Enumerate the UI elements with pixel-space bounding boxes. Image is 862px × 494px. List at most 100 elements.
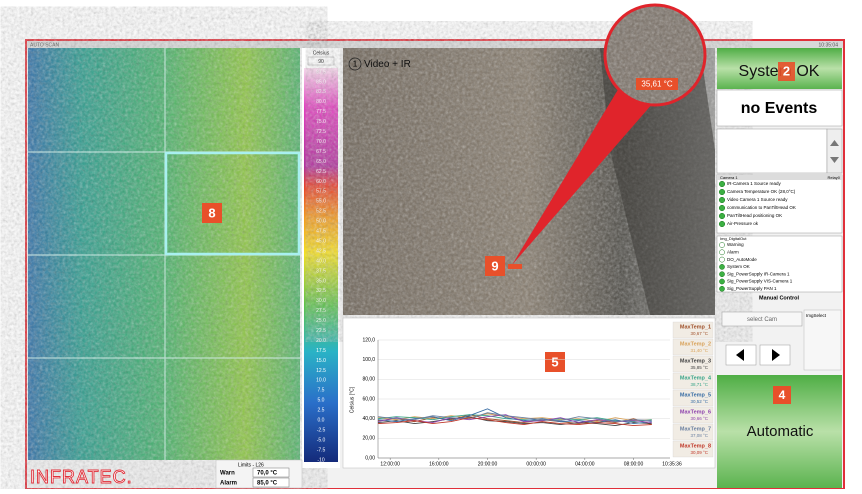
digital-item: DO_AutoMode — [727, 257, 757, 262]
legend-value: 30,09 °C — [690, 450, 708, 455]
hotspot — [508, 264, 522, 269]
digital-list — [716, 235, 843, 293]
x-tick-label: 12:00:00 — [380, 461, 400, 467]
scale-label: 82.5 — [316, 89, 326, 95]
legend-value: 37,08 °C — [690, 433, 708, 438]
scale-label: 50.0 — [316, 219, 326, 225]
legend-name: MaxTemp_1 — [680, 324, 711, 330]
select-cam-box[interactable] — [721, 311, 803, 327]
scale-label: 12.5 — [316, 368, 326, 374]
digital-item: Sig_PowerSupply PAN 1 — [727, 286, 777, 291]
scale-label: 40.0 — [316, 258, 326, 264]
scale-label: 47.5 — [316, 229, 326, 235]
scale-label: 57.5 — [316, 189, 326, 195]
color-bar — [304, 68, 338, 462]
zoom-circle — [603, 3, 707, 107]
status-item: Video Camera 1 Source ready — [727, 197, 788, 202]
digital-item: Warning — [727, 242, 744, 247]
y-tick-label: 120,0 — [362, 337, 375, 343]
legend-name: MaxTemp_2 — [680, 341, 711, 347]
legend-name: MaxTemp_8 — [680, 443, 711, 449]
scale-label: 62.5 — [316, 169, 326, 175]
warn-input[interactable] — [252, 467, 290, 478]
scrollbar — [826, 128, 843, 174]
scale-label: 75.0 — [316, 119, 326, 125]
scale-label: 30.0 — [316, 298, 326, 304]
chart-panel — [342, 317, 716, 469]
series-line — [377, 414, 652, 425]
legend-name: MaxTemp_4 — [680, 375, 712, 381]
digital-led — [719, 285, 725, 292]
status-led — [718, 180, 726, 188]
digital-led — [719, 249, 725, 256]
img-select: ImgSelect — [806, 313, 827, 318]
status-led — [718, 204, 726, 212]
y-tick-label: 0,00 — [365, 455, 375, 461]
scale-label: 52.5 — [316, 209, 326, 215]
alarm-value: 85,0 °C — [257, 481, 278, 487]
legend-name: MaxTemp_6 — [680, 409, 711, 415]
y-tick-label: 80,00 — [362, 377, 375, 383]
zoom-temp: 35,61 °C — [641, 80, 672, 89]
marker-box — [773, 386, 791, 404]
select-cam: select Cam — [747, 317, 777, 323]
status-item: PanTiltHead positioning OK — [727, 213, 782, 218]
series-line — [377, 414, 652, 424]
digital-item: Sig_PowerSupply VIS-Camera 1 — [727, 279, 793, 284]
legend-value: 30,67 °C — [690, 331, 708, 336]
selected-cell[interactable] — [164, 151, 301, 256]
alarm-label: Alarm — [220, 481, 237, 487]
digital-header: Img_DigitalOut — [720, 236, 747, 241]
scale-label: 87.5 — [316, 69, 326, 75]
x-tick-label: 08:00:00 — [624, 461, 644, 467]
legend-name: MaxTemp_7 — [680, 426, 711, 432]
scroll-up[interactable] — [830, 140, 839, 146]
digital-led — [719, 242, 725, 248]
scale-label: 15.0 — [316, 358, 326, 364]
legend-box — [672, 372, 714, 390]
legend-name: MaxTemp_5 — [680, 392, 711, 398]
marker: 5 — [551, 354, 558, 369]
x-end-label: 10:35:36 — [662, 461, 682, 467]
scale-max-box[interactable] — [307, 56, 335, 66]
digital-item: System OK — [727, 264, 750, 269]
status-led — [718, 212, 726, 220]
limits-title: Limits - L26 — [238, 462, 264, 468]
status-item: Air-Pressure ok — [727, 221, 759, 226]
status-led — [718, 220, 726, 228]
logo: INFRATEC. — [30, 467, 133, 487]
scale-label: 77.5 — [316, 109, 326, 115]
status-item: communication to PanTiltHead OK — [727, 205, 796, 210]
x-tick-label: 04:00:00 — [575, 461, 595, 467]
series-line — [377, 416, 652, 427]
scale-label: 35.0 — [316, 278, 326, 284]
scroll-down[interactable] — [830, 157, 839, 163]
legend-box — [672, 338, 714, 356]
video-index: 1 — [353, 60, 358, 69]
scale-label: -5.0 — [317, 437, 326, 443]
img-select-box — [803, 309, 842, 371]
marker-box — [778, 62, 795, 81]
scale-label: -7.5 — [317, 447, 326, 453]
scale-label: 37.5 — [316, 268, 326, 274]
digital-led — [719, 264, 725, 270]
digital-led — [719, 271, 725, 278]
x-tick-label: 16:00:00 — [429, 461, 449, 467]
x-tick-label: 00:00:00 — [526, 461, 546, 467]
camera-header-bar — [717, 175, 842, 180]
x-tick-label: 20:00:00 — [478, 461, 498, 467]
zoom-pointer — [512, 78, 660, 265]
marker: 8 — [208, 205, 215, 220]
warn-value: 70,0 °C — [257, 471, 278, 477]
alarm-input[interactable] — [252, 477, 290, 488]
scale-label: -2.5 — [317, 427, 326, 433]
scale-label: 27.5 — [316, 308, 326, 314]
camera-header: Camera 1 — [720, 175, 738, 180]
scale-label: 32.5 — [316, 288, 326, 294]
status-led — [718, 196, 726, 204]
scale-label: 42.5 — [316, 248, 326, 254]
camera-relay: Relay0 — [828, 175, 841, 180]
y-tick-label: 100,0 — [362, 357, 375, 363]
digital-led — [719, 278, 725, 285]
